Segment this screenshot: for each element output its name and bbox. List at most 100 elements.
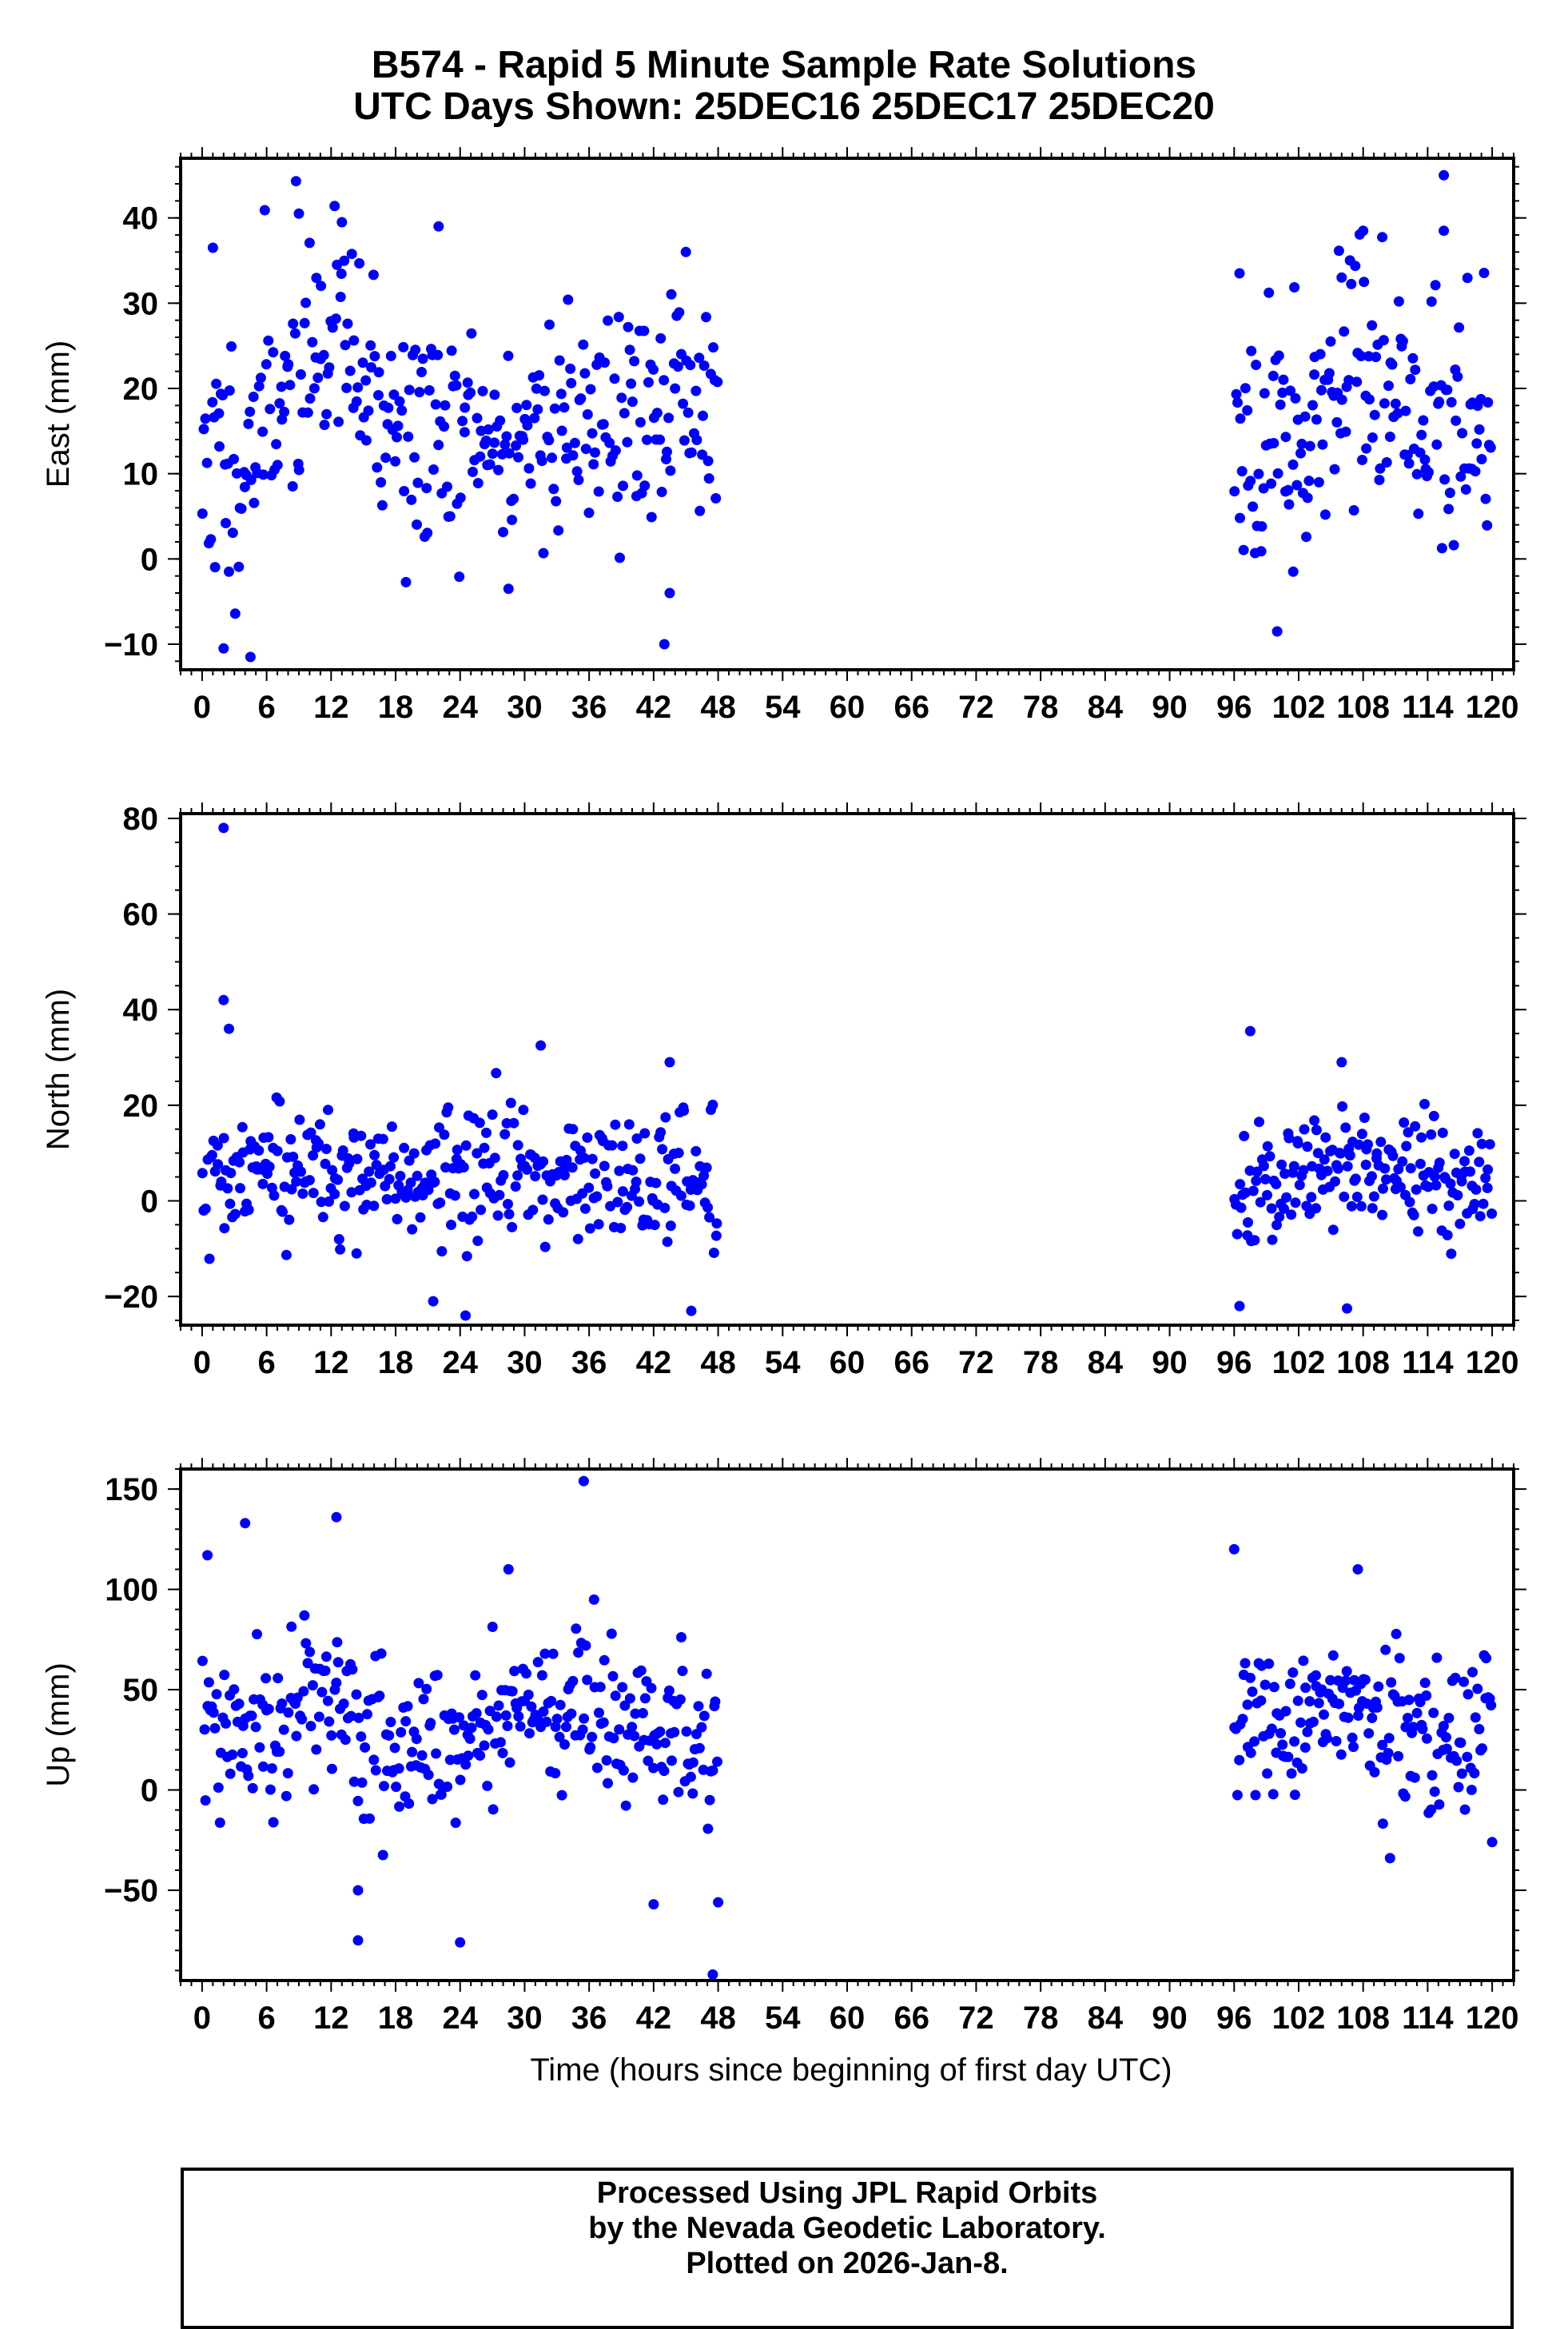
data-point [1452,1190,1463,1200]
data-point [1289,1736,1300,1747]
data-point [333,1234,344,1244]
data-point [1426,1804,1437,1815]
data-point [1357,455,1367,465]
data-point [679,1105,690,1117]
data-point [1273,350,1284,361]
data-point [529,412,540,424]
data-point [1429,1786,1440,1798]
data-point [320,1144,332,1154]
data-point [660,1112,671,1123]
data-point [297,1188,308,1199]
data-point [1434,396,1445,408]
data-point [631,470,643,481]
data-point [1399,1117,1410,1128]
data-point [1309,369,1320,380]
data-point [329,1188,340,1200]
data-point [684,1200,695,1211]
data-point [1264,287,1275,298]
data-point [472,412,483,424]
data-point [345,1710,356,1722]
data-point [1387,1150,1399,1161]
data-point [651,1177,662,1188]
data-point [430,1138,441,1149]
data-point [225,1198,236,1209]
data-point [508,1117,519,1129]
data-point [1411,468,1423,480]
y-tick-label: 40 [123,201,159,237]
data-point [1313,476,1324,488]
data-point [368,269,379,281]
data-point [503,1199,513,1209]
x-tick-label: 42 [636,2001,672,2036]
data-point [365,1139,376,1150]
y-tick-label: 20 [123,1089,159,1124]
data-point [1271,1179,1282,1189]
data-point [526,1701,537,1712]
data-point [656,487,667,497]
data-point [659,1766,670,1777]
data-point [300,1638,312,1649]
data-point [634,1196,645,1207]
data-point [1247,1686,1258,1698]
data-point [550,1768,561,1779]
data-point [286,1621,297,1632]
data-point [293,464,304,476]
data-point [690,1145,702,1157]
data-point [1453,1782,1464,1793]
data-point [468,466,478,477]
y-tick-label: 100 [105,1573,158,1608]
data-point [348,335,360,346]
data-point [340,1734,351,1746]
data-point [389,1742,400,1754]
data-point [635,1665,647,1676]
data-point [1363,1139,1373,1150]
data-point [266,1763,277,1774]
data-point [407,1746,418,1758]
data-point [364,1166,375,1177]
data-point [329,201,340,212]
data-point [1291,480,1303,491]
data-point [1367,1171,1377,1182]
data-point [532,1657,543,1668]
data-point [701,312,711,323]
data-point [619,1700,631,1711]
data-point [567,1124,579,1135]
data-point [503,1564,514,1575]
data-point [307,336,318,348]
x-tick-label: 120 [1466,2001,1519,2036]
data-point [484,459,495,470]
data-point [639,325,650,336]
data-point [218,994,229,1005]
x-tick-label: 114 [1402,2001,1454,2036]
data-point [261,1673,272,1684]
data-point [341,382,352,393]
data-point [1482,397,1494,408]
data-point [686,447,697,458]
data-point [664,587,675,599]
data-point [1309,1115,1320,1126]
data-point [1331,1736,1342,1746]
data-point [655,1726,666,1738]
data-point [523,463,535,474]
data-point [607,1670,619,1682]
data-point [673,1786,684,1798]
data-point [669,1726,680,1738]
x-tick-label: 102 [1272,1345,1326,1380]
data-point [218,1133,229,1144]
data-point [336,217,348,228]
data-point [1283,1751,1294,1762]
data-point [1471,438,1482,449]
data-point [548,484,559,495]
panel-1: 0 6 12 18 24 30 36 42 48 54 60 66 72 78 84 90 96 102 108 11… [41,147,1526,725]
data-point [1415,1158,1426,1169]
data-point [1350,1173,1361,1184]
data-point [549,403,560,414]
data-point [354,258,365,269]
data-point [601,1755,612,1766]
data-point [271,439,282,450]
data-point [411,1734,422,1745]
data-point [1336,1057,1347,1068]
x-tick-label: 102 [1272,2001,1326,2036]
y-tick-label: −10 [104,627,158,663]
data-point [1472,1128,1483,1139]
